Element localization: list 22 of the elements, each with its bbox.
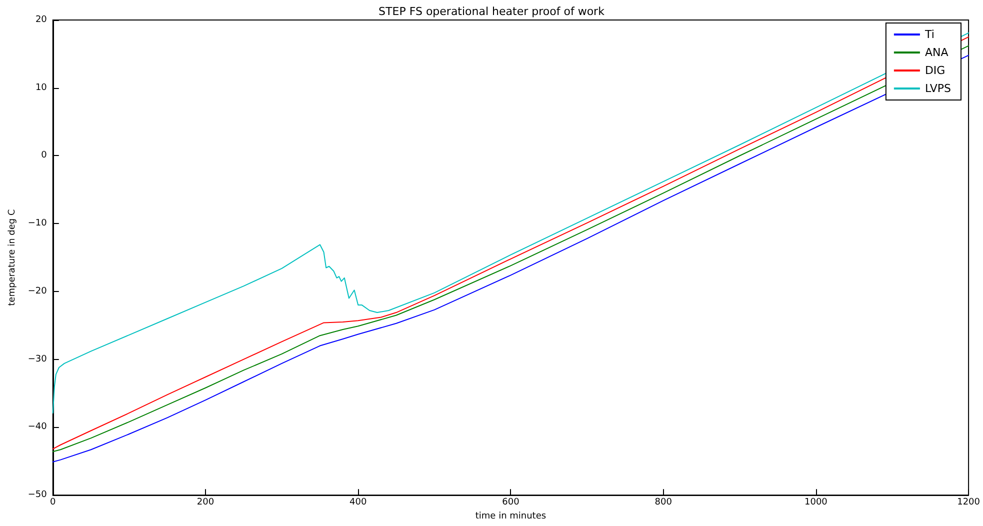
y-tick-label: −40 (28, 422, 48, 432)
x-tick-label: 800 (654, 498, 672, 508)
legend-label: Ti (924, 28, 934, 41)
x-axis-title: time in minutes (475, 512, 546, 522)
legend-label: ANA (924, 46, 949, 59)
x-tick-label: 1200 (957, 498, 980, 508)
y-tick-label: −30 (28, 354, 48, 364)
chart-title: STEP FS operational heater proof of work (378, 5, 606, 18)
y-tick-label: 0 (41, 150, 48, 161)
y-tick-label: −50 (28, 490, 48, 500)
y-tick-label: 20 (35, 15, 48, 25)
x-tick-label: 400 (350, 498, 367, 508)
x-tick-label: 0 (50, 498, 56, 508)
x-tick-label: 600 (502, 498, 520, 508)
y-tick-label: −20 (28, 286, 48, 296)
legend-label: DIG (924, 64, 946, 77)
y-tick-label: −10 (28, 218, 48, 229)
legend-label: LVPS (924, 82, 952, 95)
x-tick-label: 200 (196, 498, 214, 508)
y-axis-title: temperature in deg C (8, 209, 18, 306)
y-tick-label: 10 (35, 82, 48, 93)
x-tick-label: 1000 (804, 498, 828, 508)
